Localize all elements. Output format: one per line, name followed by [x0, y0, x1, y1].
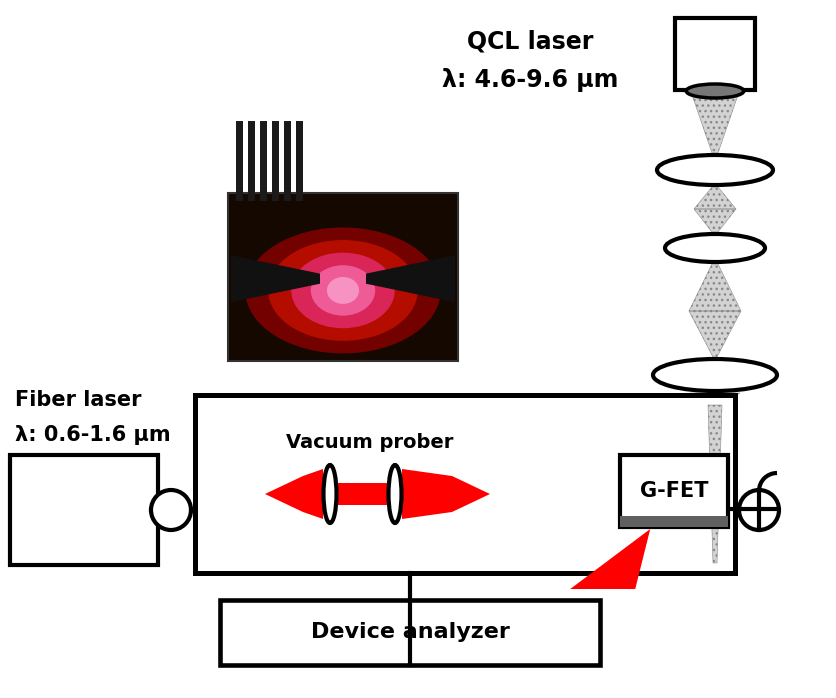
Polygon shape	[366, 255, 455, 302]
Bar	[220, 600, 600, 665]
Text: QCL laser: QCL laser	[466, 30, 594, 54]
Polygon shape	[303, 469, 323, 519]
Bar	[228, 193, 458, 361]
Text: Device analyzer: Device analyzer	[310, 623, 509, 642]
Polygon shape	[337, 483, 388, 505]
Polygon shape	[570, 529, 650, 589]
Bar	[272, 121, 279, 202]
Text: Vacuum prober: Vacuum prober	[286, 433, 454, 452]
Bar	[195, 395, 735, 573]
Polygon shape	[402, 469, 452, 519]
Bar	[260, 121, 267, 202]
Polygon shape	[694, 209, 736, 232]
Ellipse shape	[268, 240, 418, 341]
Text: λ: 4.6-9.6 μm: λ: 4.6-9.6 μm	[441, 68, 618, 92]
Ellipse shape	[657, 155, 773, 185]
Bar	[284, 121, 291, 202]
Text: λ: 0.6-1.6 μm: λ: 0.6-1.6 μm	[15, 425, 171, 445]
Polygon shape	[452, 476, 490, 512]
Polygon shape	[708, 405, 722, 563]
Bar	[296, 121, 303, 202]
Bar	[248, 121, 255, 202]
Polygon shape	[689, 264, 741, 311]
Polygon shape	[690, 393, 740, 405]
Polygon shape	[694, 187, 736, 209]
Ellipse shape	[389, 465, 401, 523]
Bar	[620, 516, 728, 527]
Bar	[236, 121, 243, 202]
Ellipse shape	[245, 228, 441, 353]
Ellipse shape	[291, 253, 395, 328]
Ellipse shape	[324, 465, 337, 523]
Ellipse shape	[151, 490, 191, 530]
Bar	[620, 455, 728, 527]
Bar	[10, 455, 158, 565]
Ellipse shape	[653, 359, 777, 391]
Ellipse shape	[665, 234, 765, 262]
Ellipse shape	[327, 277, 359, 304]
Polygon shape	[231, 255, 320, 302]
Ellipse shape	[739, 490, 779, 530]
Ellipse shape	[311, 265, 375, 315]
Bar	[675, 18, 755, 90]
Polygon shape	[265, 476, 303, 512]
Polygon shape	[691, 92, 739, 153]
Ellipse shape	[686, 84, 744, 98]
Text: G-FET: G-FET	[640, 481, 708, 501]
Text: Fiber laser: Fiber laser	[15, 390, 141, 410]
Polygon shape	[689, 311, 741, 357]
